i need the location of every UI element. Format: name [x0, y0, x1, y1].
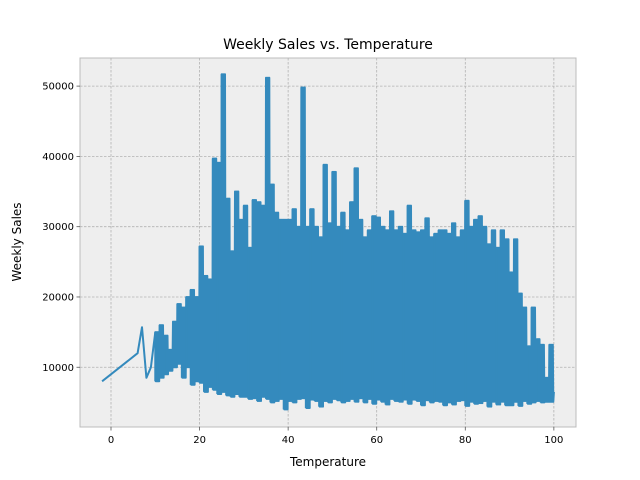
x-tick-label: 80 [459, 435, 472, 446]
x-tick-label: 100 [544, 435, 563, 446]
series-0 [101, 73, 555, 411]
x-tick-label: 60 [370, 435, 383, 446]
chart-title: Weekly Sales vs. Temperature [223, 37, 433, 53]
y-axis-ticks: 10000 20000 30000 40000 50000 [42, 82, 80, 374]
y-tick-label: 30000 [42, 222, 74, 233]
x-axis-label: Temperature [289, 455, 366, 469]
series-layer [101, 73, 555, 411]
x-axis-ticks: 0 20 40 60 80 100 [108, 427, 563, 446]
y-tick-label: 10000 [42, 363, 74, 374]
y-tick-label: 20000 [42, 292, 74, 303]
y-axis-label: Weekly Sales [10, 202, 24, 281]
x-tick-label: 0 [108, 435, 114, 446]
y-tick-label: 50000 [42, 82, 74, 93]
x-tick-label: 20 [193, 435, 206, 446]
x-tick-label: 40 [282, 435, 295, 446]
y-tick-label: 40000 [42, 152, 74, 163]
